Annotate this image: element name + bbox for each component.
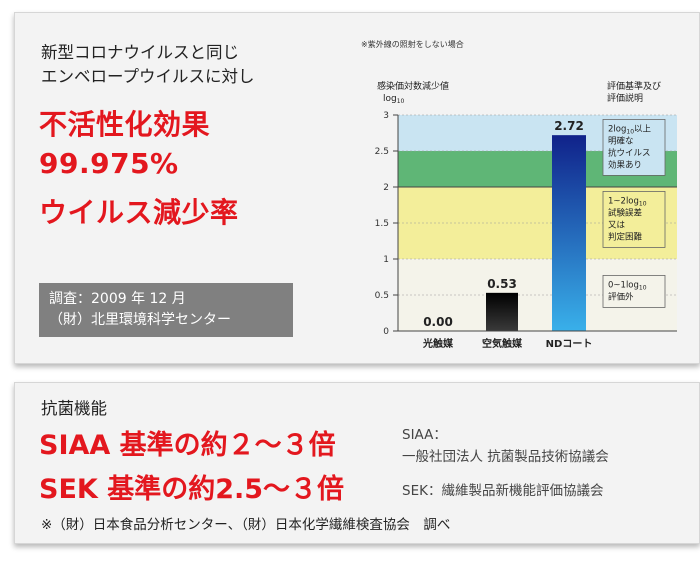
evaluation-box-2 [602, 274, 666, 308]
headline-reduction-rate: ウイルス減少率 [39, 196, 239, 229]
log-reduction-chart: 0.00 光触媒 0.53 空気触媒 2.72 NDコート 0 0.5 1 1.5 2 2.5 3 2… [361, 39, 677, 350]
y-tick-label: 1 [383, 255, 389, 265]
evaluation-text: 明確な [608, 135, 634, 146]
survey-date: 調査：2009 年 12 月 [49, 291, 186, 307]
sek-standard-line: SEK 基準の約2.5～３倍 [39, 474, 345, 505]
evaluation-box-0 [602, 119, 666, 176]
evaluation-text: 2log10以上 [608, 124, 652, 135]
y-tick-label: 2 [383, 183, 389, 193]
sek-organization: SEK：繊維製品新機能評価協議会 [402, 483, 604, 499]
evaluation-text: 0~1log10 [608, 280, 647, 291]
evaluation-box-1 [602, 190, 666, 248]
y-tick-label: 0.5 [375, 291, 389, 301]
virus-inactivation-card: 新型コロナウイルスと同じ エンベロープウイルスに対し 不活性化効果 99.975… [14, 12, 700, 364]
survey-info-box: 調査：2009 年 12 月 （財）北里環境科学センター [39, 283, 293, 337]
y-tick-label: 1.5 [375, 219, 389, 229]
y-tick-label: 0 [383, 327, 389, 337]
siaa-organization: 一般社団法人 抗菌製品技術協議会 [402, 449, 609, 465]
y-axis-label: 感染価対数減少値 [377, 80, 449, 92]
evaluation-text: 判定困難 [608, 231, 643, 242]
headline-inactivation: 不活性化効果 [39, 108, 211, 141]
bar-value-label: 0.00 [423, 315, 453, 329]
y-tick-label: 2.5 [375, 147, 389, 157]
siaa-label: SIAA： [402, 427, 447, 443]
x-category-label: NDコート [546, 338, 593, 350]
evaluation-text: 試験誤差 [608, 207, 642, 218]
intro-line-1: 新型コロナウイルスと同じ [41, 43, 239, 62]
legend-title-2: 評価説明 [607, 92, 643, 104]
antibacterial-title: 抗菌機能 [41, 399, 107, 418]
bar-value-label: 0.53 [487, 277, 517, 291]
survey-organization: （財）北里環境科学センター [49, 312, 231, 328]
y-tick-label: 3 [383, 111, 389, 121]
y-axis-unit: log10 [383, 94, 405, 105]
legend-title-1: 評価基準及び [607, 80, 661, 92]
antibacterial-card: 抗菌機能 SIAA 基準の約２～３倍 SEK 基準の約2.5～３倍 SIAA： … [14, 382, 700, 544]
intro-line-2: エンベロープウイルスに対し [41, 67, 255, 86]
headline-percentage: 99.975% [39, 147, 179, 180]
x-category-label: 光触媒 [422, 337, 454, 350]
bar-1 [486, 292, 518, 331]
x-category-label: 空気触媒 [482, 337, 523, 350]
evaluation-text: 抗ウイルス [608, 147, 651, 158]
evaluation-text: 評価外 [608, 291, 634, 302]
bar-2 [552, 135, 586, 331]
chart-note: ※紫外線の照射をしない場合 [361, 39, 464, 49]
evaluation-text: 効果あり [608, 159, 642, 170]
evaluation-text: 又は [608, 220, 626, 230]
evaluation-text: 1~2log10 [608, 196, 647, 207]
bar-value-label: 2.72 [554, 119, 584, 133]
siaa-standard-line: SIAA 基準の約２～３倍 [39, 430, 336, 461]
test-organizations-note: ※（財）日本食品分析センター、（財）日本化学繊維検査協会 調べ [41, 517, 451, 533]
